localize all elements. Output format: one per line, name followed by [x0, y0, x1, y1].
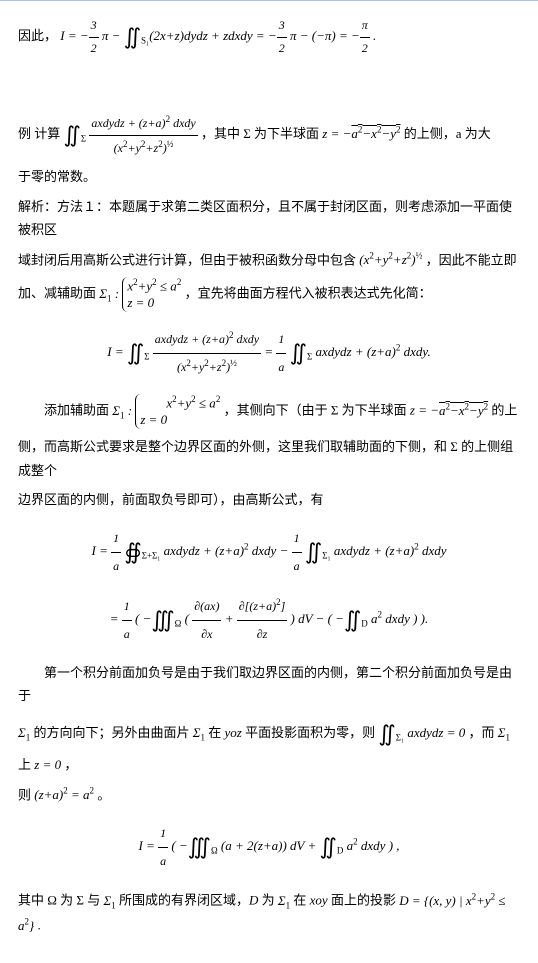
example-line-2: 于零的常数。 — [18, 165, 520, 188]
formula-9: I = 1a ( −∭Ω (a + 2(z+a)) dV + ∬D a2 dxd… — [18, 820, 520, 874]
explain-line-3: 则 (z+a)2 = a2 。 — [18, 783, 520, 807]
formula-2c: z = −a2−x2−y2 — [322, 126, 400, 141]
text-2d: 的上侧，a 为大 — [404, 126, 491, 141]
analysis-line-2: 域封闭后用高斯公式进行计算，但由于被积函数分母中包含 (x2+y2+z2)½ ，… — [18, 248, 520, 272]
text-yinci: 因此， — [18, 28, 57, 43]
document-page: 因此， I = −32 π − ∬S₁(2x+z)dydz + zdxdy = … — [0, 0, 538, 963]
text-6c: 的上 — [491, 403, 517, 418]
text-5a: 加、减辅助面 — [18, 286, 99, 301]
example-label: 例 计算 — [18, 126, 60, 141]
formula-1: I = −32 π − ∬S₁(2x+z)dydz + zdxdy = −32 … — [60, 28, 376, 43]
text-3: 解析：方法１：本题属于求第二类区面积分，且不属于封闭区面，则考虑添加一平面使被积… — [18, 199, 512, 237]
text-2b: ，其中 Σ 为下半球面 — [201, 126, 322, 141]
text-6b: ，其侧向下（由于 Σ 为下半球面 — [224, 403, 410, 418]
text-5b: ，宜先将曲面方程代入被积表达式先化简： — [185, 286, 432, 301]
analysis-line-1: 解析：方法１：本题属于求第二类区面积分，且不属于封闭区面，则考虑添加一平面使被积… — [18, 195, 520, 242]
aux-line-2: 侧，而高斯公式要求是整个边界区面的外侧，这里我们取辅助面的下侧，和 Σ 的上侧组… — [18, 435, 520, 482]
para-result-1: 因此， I = −32 π − ∬S₁(2x+z)dydz + zdxdy = … — [18, 15, 520, 59]
text-8: 边界区面的内侧，前面取负号即可），由高斯公式，有 — [18, 492, 324, 507]
text-4b: ，因此不能立即 — [426, 252, 517, 267]
text-4a: 域封闭后用高斯公式进行计算，但由于被积函数分母中包含 — [18, 252, 359, 267]
analysis-line-3: 加、减辅助面 Σ1 : x2+y2 ≤ a2z = 0 ，宜先将曲面方程代入被积… — [18, 277, 520, 312]
formula-2: ∬Σ axdydz + (z+a)2 dxdy(x2+y2+z2)½ — [64, 126, 198, 141]
text-2e: 于零的常数。 — [18, 169, 96, 184]
formula-4: (x2+y2+z2)½ — [359, 252, 422, 267]
example-line-1: 例 计算 ∬Σ axdydz + (z+a)2 dxdy(x2+y2+z2)½ … — [18, 111, 520, 159]
formula-5-system: Σ1 : x2+y2 ≤ a2z = 0 — [99, 286, 181, 301]
formula-2c-2: z = −a2−x2−y2 — [410, 403, 488, 418]
text-9: 第一个积分前面加负号是由于我们取边界区面的内侧，第二个积分前面加负号是由于 — [18, 665, 512, 703]
explain-line-1: 第一个积分前面加负号是由于我们取边界区面的内侧，第二个积分前面加负号是由于 — [18, 661, 520, 708]
formula-5-system-2: Σ1 : x2+y2 ≤ a2z = 0 — [112, 403, 220, 418]
final-line: 其中 Ω 为 Σ 与 Σ1 所围成的有界闭区域，D 为 Σ1 在 xoy 面上的… — [18, 888, 520, 937]
aux-line-1: 添加辅助面 Σ1 : x2+y2 ≤ a2z = 0 ，其侧向下（由于 Σ 为下… — [18, 394, 520, 429]
section-gap — [18, 65, 520, 105]
aux-line-3: 边界区面的内侧，前面取负号即可），由高斯公式，有 — [18, 488, 520, 511]
explain-line-2: Σ1 的方向向下；另外由曲面片 Σ1 在 yoz 平面投影面积为零，则 ∬Σ₁ … — [18, 714, 520, 777]
text-7: 侧，而高斯公式要求是整个边界区面的外侧，这里我们取辅助面的下侧，和 Σ 的上侧组… — [18, 439, 513, 477]
formula-7: I = 1a ∯Σ+Σ₁ axdydz + (z+a)2 dxdy − 1a ∬… — [18, 525, 520, 579]
text-6a: 添加辅助面 — [44, 403, 112, 418]
formula-8: = 1a ( −∭Ω ( ∂(ax)∂x + ∂[(z+a)2]∂z ) dV … — [18, 593, 520, 647]
formula-6: I = ∬Σ axdydz + (z+a)2 dxdy(x2+y2+z2)½ =… — [18, 326, 520, 380]
